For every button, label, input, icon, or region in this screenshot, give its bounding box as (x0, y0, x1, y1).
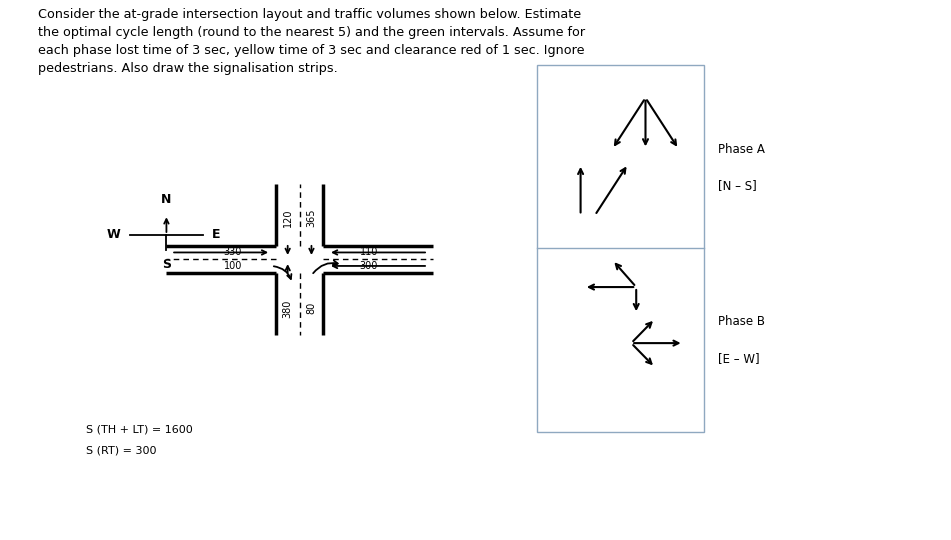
Text: N: N (162, 193, 171, 206)
Text: 300: 300 (359, 261, 378, 271)
Text: [E – W]: [E – W] (718, 352, 760, 365)
Text: 330: 330 (223, 247, 243, 258)
Text: 100: 100 (223, 261, 243, 271)
Text: S (RT) = 300: S (RT) = 300 (86, 446, 156, 456)
Text: S (TH + LT) = 1600: S (TH + LT) = 1600 (86, 424, 192, 434)
Text: 80: 80 (306, 302, 317, 314)
Text: Consider the at-grade intersection layout and traffic volumes shown below. Estim: Consider the at-grade intersection layou… (38, 8, 585, 75)
Bar (537, 65, 704, 432)
Text: 120: 120 (282, 208, 293, 227)
Text: W: W (107, 228, 121, 241)
Text: Phase B: Phase B (718, 315, 765, 328)
Text: [N – S]: [N – S] (718, 179, 757, 192)
Text: S: S (162, 258, 171, 271)
Text: 365: 365 (306, 208, 317, 227)
Text: 380: 380 (282, 299, 293, 318)
Text: 110: 110 (359, 247, 378, 258)
Text: E: E (212, 228, 221, 241)
Text: Phase A: Phase A (718, 143, 765, 156)
